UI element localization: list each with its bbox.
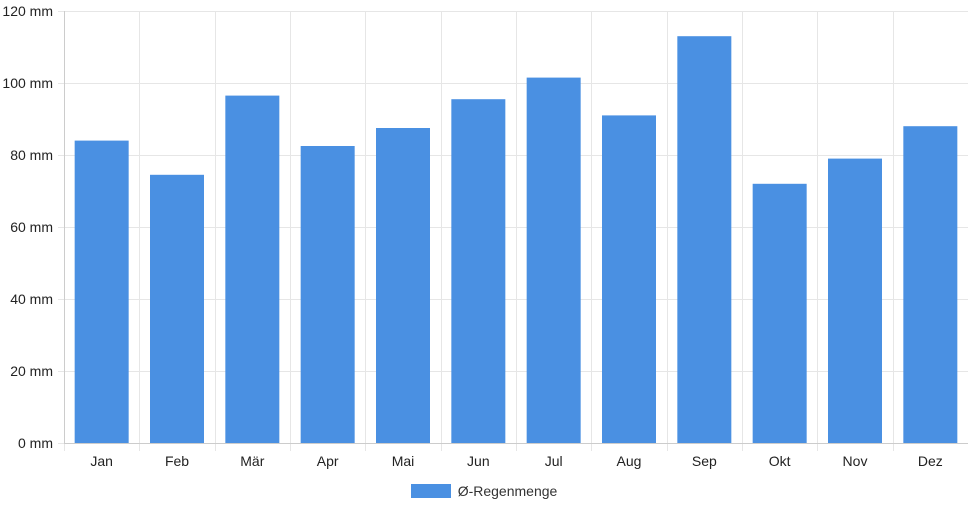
x-tick-label: Apr — [317, 453, 339, 469]
bar — [602, 115, 656, 444]
y-tick-label: 60 mm — [10, 219, 53, 235]
legend-swatch — [410, 484, 451, 498]
y-tick-label: 40 mm — [10, 291, 53, 307]
x-tick-label: Mai — [392, 453, 415, 469]
bar — [376, 128, 430, 443]
y-tick-label: 80 mm — [10, 147, 53, 163]
x-tick-label: Dez — [918, 453, 943, 469]
axis-layer: 0 mm 20 mm 40 mm 60 mm 80 mm 100 mm 120 mm Jan F… — [2, 3, 968, 469]
bar — [300, 146, 355, 443]
x-tick-label: Nov — [843, 453, 868, 469]
bar — [828, 158, 882, 443]
x-tick-label: Jan — [90, 453, 113, 469]
legend[interactable]: Ø-Regenmenge — [0, 480, 968, 502]
x-tick-label: Okt — [769, 453, 791, 469]
bar — [225, 95, 280, 443]
x-tick-label: Jun — [467, 453, 490, 469]
bars-layer — [74, 36, 958, 444]
bar — [752, 183, 807, 444]
bar — [150, 174, 204, 444]
y-tick-label: 20 mm — [10, 363, 53, 379]
x-tick-label: Aug — [617, 453, 642, 469]
x-tick-label: Feb — [165, 453, 189, 469]
grid-layer — [58, 11, 968, 451]
y-tick-label: 120 mm — [2, 3, 53, 19]
x-tick-label: Jul — [545, 453, 563, 469]
bar — [677, 36, 732, 443]
x-tick-label: Mär — [240, 453, 264, 469]
x-tick-label: Sep — [692, 453, 717, 469]
legend-label: Ø-Regenmenge — [457, 483, 558, 499]
bar — [903, 126, 958, 443]
bar — [74, 140, 129, 443]
y-tick-label: 100 mm — [2, 75, 53, 91]
y-tick-label: 0 mm — [18, 435, 53, 451]
bar — [451, 99, 506, 443]
bar — [526, 77, 581, 443]
